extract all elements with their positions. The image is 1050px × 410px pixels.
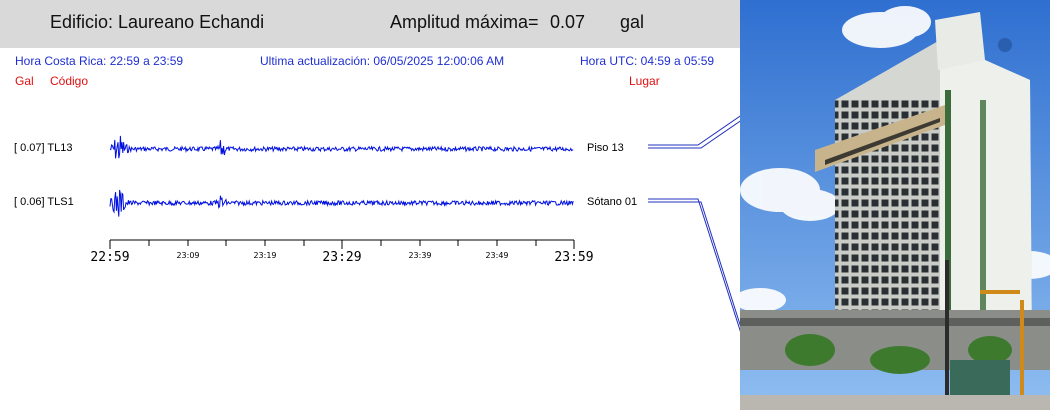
- time-axis: [109, 239, 575, 249]
- building-title: Edificio: Laureano Echandi: [50, 12, 265, 32]
- code-column-heading: Código: [50, 74, 89, 88]
- local-time-range: Hora Costa Rica: 22:59 a 23:59: [15, 54, 184, 68]
- header-bar: [0, 0, 740, 48]
- seismogram-trace-2: [109, 189, 574, 217]
- axis-label-minor: 23:49: [485, 251, 509, 260]
- trace-1-amplitude: [ 0.07] TL13: [14, 142, 73, 154]
- axis-label-major: 23:59: [554, 250, 594, 265]
- axis-label-major: 23:29: [322, 250, 362, 265]
- axis-label-major: 22:59: [90, 250, 130, 265]
- axis-label-minor: 23:39: [408, 251, 432, 260]
- gal-column-heading: Gal: [15, 74, 34, 88]
- trace-1-location: Piso 13: [587, 142, 624, 154]
- trace-2-location: Sótano 01: [587, 196, 638, 208]
- building-photo: [740, 0, 1050, 410]
- axis-label-minor: 23:19: [253, 251, 277, 260]
- max-amplitude-value: 0.07: [550, 12, 586, 32]
- trace-2-amplitude: [ 0.06] TLS1: [14, 196, 74, 208]
- max-amplitude-label: Amplitud máxima=: [390, 12, 539, 32]
- utc-time-range: Hora UTC: 04:59 a 05:59: [580, 54, 715, 68]
- seismogram-trace-1: [109, 135, 574, 159]
- max-amplitude-unit: gal: [620, 12, 645, 32]
- axis-label-minor: 23:09: [176, 251, 200, 260]
- place-column-heading: Lugar: [629, 74, 660, 88]
- last-update: Ultima actualización: 06/05/2025 12:00:0…: [260, 54, 505, 68]
